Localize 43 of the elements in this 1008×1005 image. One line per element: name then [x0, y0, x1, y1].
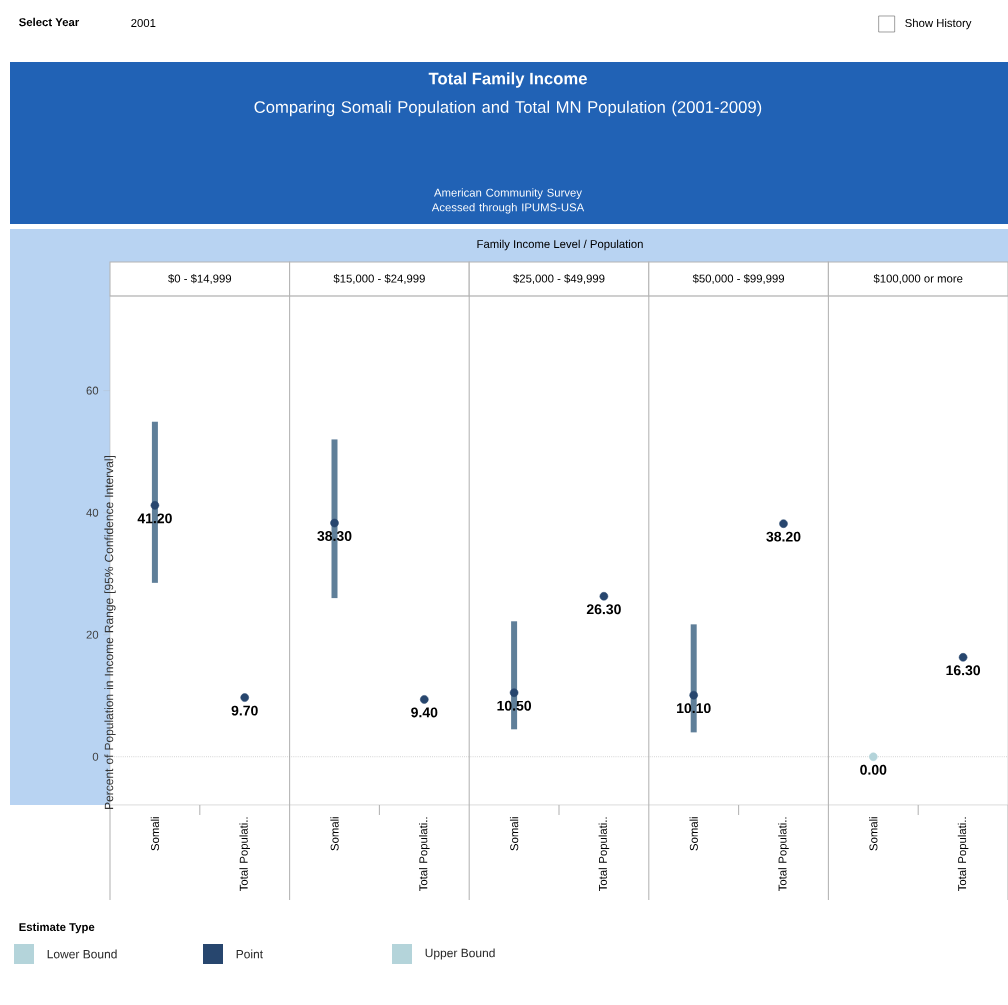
x-axis-title: Family Income Level / Population — [477, 239, 643, 251]
y-tick-label: 40 — [86, 508, 99, 517]
data-label: 9.70 — [231, 705, 258, 716]
legend-title: Estimate Type — [19, 922, 95, 934]
y-tick-label: 0 — [92, 752, 99, 761]
text: $15,000 - $24,999 — [333, 274, 425, 284]
data-label: 16.30 — [946, 665, 981, 676]
x-tick-label: Somali — [869, 817, 878, 851]
legend-label: Upper Bound — [425, 948, 495, 960]
text: Select Year — [19, 17, 80, 27]
legend-label: Lower Bound — [47, 949, 117, 959]
x-tick-label: Total Populati.. — [419, 817, 430, 892]
x-tick-label: Total Populati.. — [957, 817, 969, 892]
y-tick-label: 60 — [86, 386, 99, 395]
point — [958, 653, 968, 662]
text: $50,000 - $99,999 — [692, 274, 785, 284]
text: $100,000 or more — [873, 274, 963, 284]
point — [240, 693, 249, 702]
x-tick-label: Total Populati.. — [239, 817, 250, 892]
chart-title: Total Family Income — [428, 72, 587, 88]
x-tick-label: Total Populati.. — [598, 817, 610, 892]
y-tick-label: 20 — [86, 630, 99, 639]
text: $0 - $14,999 — [168, 274, 232, 284]
text: American Community Survey Acessed through IPUMS-USA — [431, 188, 585, 214]
x-tick-label: Total Populati.. — [778, 817, 789, 892]
x-tick-label: Somali — [509, 817, 519, 851]
data-label: 26.30 — [586, 604, 621, 615]
data-label: 0.00 — [860, 764, 887, 775]
text: 2001 — [131, 18, 156, 27]
legend-label: Point — [236, 949, 263, 959]
chart-subtitle: Comparing Somali Population and Total MN Population (2001-2009) — [254, 100, 762, 117]
point — [420, 695, 429, 704]
text: $25,000 - $49,999 — [513, 274, 605, 284]
x-tick-label: Somali — [330, 817, 339, 851]
x-tick-label: Somali — [689, 817, 698, 851]
y-axis-title: Percent of Population in Income Range [95% Confidence Interval] — [104, 455, 116, 809]
point — [779, 519, 788, 528]
text: Show History — [905, 18, 972, 30]
point — [599, 592, 609, 601]
data-label: 9.40 — [411, 707, 438, 718]
data-label: 38.20 — [766, 531, 801, 542]
point — [869, 752, 878, 762]
x-tick-label: Somali — [150, 817, 160, 851]
